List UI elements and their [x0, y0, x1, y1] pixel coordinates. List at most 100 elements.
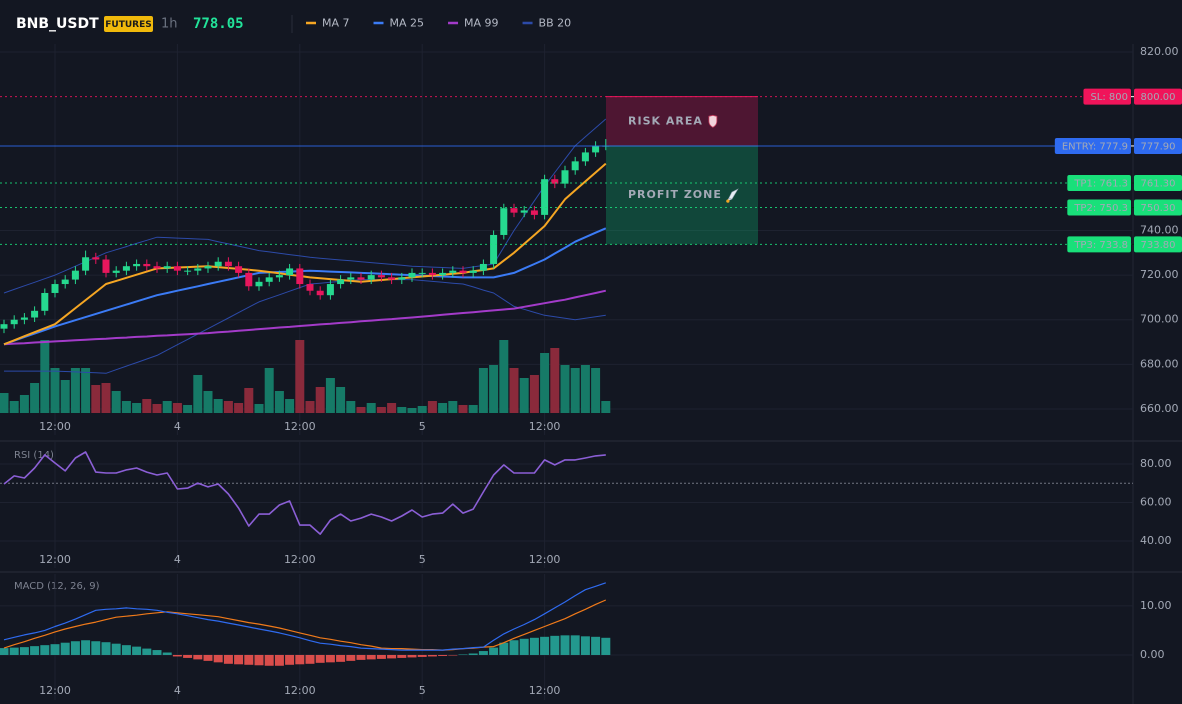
candle-body: [449, 270, 457, 273]
candle-body: [357, 277, 365, 280]
level-label: TP2: 750.3: [1073, 203, 1128, 214]
last-price: 778.05: [193, 16, 244, 32]
histogram-bar: [193, 654, 203, 660]
y-tick-label: 820.00: [1140, 45, 1179, 58]
volume-layer: [0, 340, 611, 413]
histogram-bar: [254, 654, 264, 666]
histogram-bar: [152, 650, 162, 655]
volume-bar: [366, 403, 376, 413]
candle-body: [112, 270, 120, 273]
volume-bar: [346, 401, 356, 413]
candle-body: [316, 290, 324, 296]
histogram-bar: [397, 654, 407, 658]
volume-bar: [203, 391, 213, 413]
volume-bar: [40, 340, 50, 413]
histogram-bar: [162, 652, 172, 655]
y-tick-label: 740.00: [1140, 224, 1179, 237]
x-tick-label: 12:00: [284, 420, 316, 433]
histogram-bar: [356, 654, 366, 660]
candle-body: [204, 266, 212, 269]
candle-body: [530, 210, 538, 215]
candle-body: [541, 179, 549, 215]
level-label-badge: [1067, 199, 1131, 216]
rsi-title: RSI (14): [14, 450, 54, 461]
candle-body: [245, 272, 253, 287]
level-value-badge: [1134, 137, 1182, 154]
histogram-bar: [60, 642, 70, 655]
volume-bar: [468, 405, 478, 413]
histogram-bar: [203, 654, 213, 661]
volume-bar: [591, 368, 601, 413]
histogram-bar: [366, 654, 376, 660]
x-tick-label: 12:00: [529, 553, 561, 566]
candle-body: [296, 268, 304, 285]
shield-icon: [708, 114, 718, 128]
volume-bar: [315, 387, 325, 413]
candle-body: [265, 277, 273, 282]
histogram-bar: [30, 646, 40, 655]
interval[interactable]: 1h: [161, 17, 178, 32]
candle-body: [194, 268, 202, 271]
histogram-bar: [509, 640, 519, 655]
zone-label: RISK AREA: [628, 114, 703, 127]
histogram-layer: [0, 635, 611, 666]
volume-bar: [152, 404, 162, 413]
histogram-bar: [478, 651, 488, 655]
histogram-bar: [132, 646, 142, 655]
histogram-bar: [448, 654, 458, 656]
candle-body: [428, 272, 436, 276]
y-tick-label: 10.00: [1140, 599, 1172, 612]
histogram-bar: [336, 654, 346, 662]
candle-body: [0, 324, 8, 329]
volume-bar: [580, 365, 590, 413]
volume-bar: [101, 383, 111, 413]
volume-bar: [162, 401, 172, 413]
candle-body: [235, 266, 243, 273]
histogram-bar: [540, 636, 550, 655]
x-tick-label: 12:00: [284, 684, 316, 697]
candle-body: [143, 263, 151, 267]
histogram-bar: [468, 653, 478, 655]
volume-bar: [376, 407, 386, 413]
candle-body: [337, 279, 345, 285]
volume-bar: [336, 387, 346, 413]
histogram-bar: [234, 654, 244, 665]
candle-body: [184, 270, 192, 272]
candle-body: [41, 292, 49, 311]
candle-body: [122, 266, 130, 271]
volume-bar: [509, 368, 519, 413]
volume-bar: [458, 405, 468, 413]
level-label-badge: [1067, 236, 1131, 253]
volume-bar: [489, 365, 499, 413]
candle-body: [275, 275, 283, 278]
x-tick-label: 5: [419, 420, 426, 433]
zone-label: PROFIT ZONE: [628, 188, 722, 201]
candle-body: [31, 310, 39, 318]
histogram-bar: [438, 654, 448, 656]
histogram-bar: [172, 654, 182, 657]
level-label-badge: [1054, 137, 1131, 154]
level-value-badge: [1134, 236, 1182, 253]
level-value-badge: [1134, 88, 1182, 105]
candle-body: [551, 179, 559, 184]
histogram-bar: [489, 647, 499, 655]
histogram-bar: [111, 643, 121, 655]
candle-body: [224, 261, 232, 267]
volume-bar: [295, 340, 305, 413]
level-value-badge: [1134, 199, 1182, 216]
histogram-bar: [376, 654, 386, 659]
level-label: TP1: 761.3: [1073, 178, 1128, 189]
histogram-bar: [9, 647, 19, 655]
macd-title: MACD (12, 26, 9): [14, 581, 100, 592]
legend-label: MA 25: [390, 17, 425, 30]
volume-bar: [254, 404, 264, 413]
volume-bar: [223, 401, 233, 413]
symbol: BNB_USDT: [16, 16, 99, 32]
histogram-bar: [101, 642, 111, 655]
level-label: ENTRY: 777.9: [1062, 141, 1128, 152]
volume-bar: [550, 348, 560, 413]
x-tick-label: 5: [419, 553, 426, 566]
candle-body: [82, 257, 90, 271]
histogram-bar: [580, 636, 590, 655]
